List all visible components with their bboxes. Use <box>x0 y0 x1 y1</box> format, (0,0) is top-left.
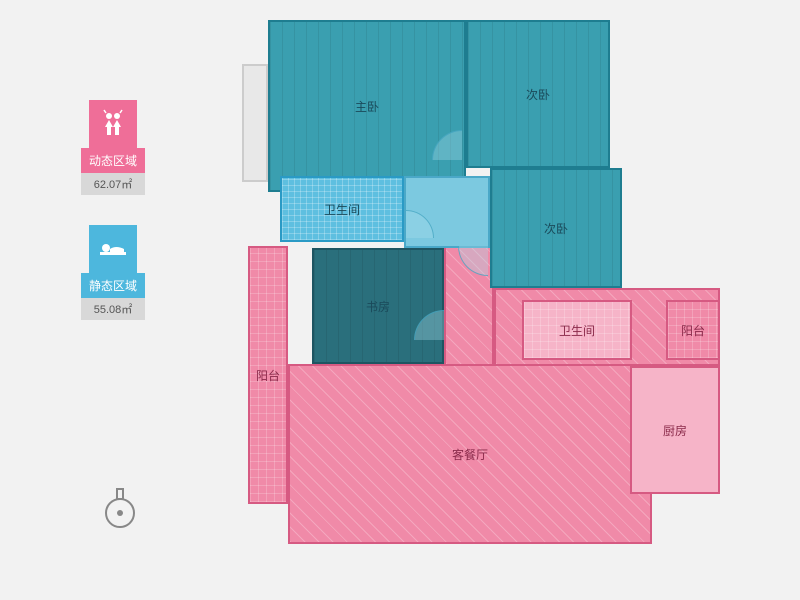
room-kitchen: 厨房 <box>630 366 720 494</box>
people-icon <box>89 100 137 148</box>
room-label-living: 客餐厅 <box>452 446 488 463</box>
legend-static-value: 55.08㎡ <box>81 298 145 320</box>
room-second_bed_top: 次卧 <box>466 20 610 168</box>
compass-icon <box>100 485 140 536</box>
legend-dynamic: 动态区域 62.07㎡ <box>78 100 148 195</box>
room-label-second_bed_mid: 次卧 <box>544 220 568 237</box>
room-label-kitchen: 厨房 <box>663 422 687 439</box>
legend-dynamic-value: 62.07㎡ <box>81 173 145 195</box>
room-balcony_left: 阳台 <box>248 246 288 504</box>
room-label-study: 书房 <box>366 298 390 315</box>
room-label-balcony_right: 阳台 <box>681 322 705 339</box>
room-label-bathroom2: 卫生间 <box>559 322 595 339</box>
room-bathroom2: 卫生间 <box>522 300 632 360</box>
room-ledge <box>242 64 268 182</box>
room-living: 客餐厅 <box>288 364 652 544</box>
legend: 动态区域 62.07㎡ 静态区域 55.08㎡ <box>78 100 148 350</box>
room-label-second_bed_top: 次卧 <box>526 86 550 103</box>
room-balcony_right: 阳台 <box>666 300 720 360</box>
room-label-balcony_left: 阳台 <box>256 367 280 384</box>
room-study: 书房 <box>312 248 444 364</box>
room-label-bathroom1: 卫生间 <box>324 201 360 218</box>
floor-plan: 客餐厅阳台主卧次卧卫生间次卧书房卫生间阳台厨房 <box>230 20 760 580</box>
legend-dynamic-title: 动态区域 <box>81 148 145 173</box>
room-bathroom1: 卫生间 <box>280 176 404 242</box>
room-second_bed_mid: 次卧 <box>490 168 622 288</box>
room-master_bedroom: 主卧 <box>268 20 466 192</box>
room-label-master_bedroom: 主卧 <box>355 98 379 115</box>
legend-static: 静态区域 55.08㎡ <box>78 225 148 320</box>
sleep-icon <box>89 225 137 273</box>
legend-static-title: 静态区域 <box>81 273 145 298</box>
